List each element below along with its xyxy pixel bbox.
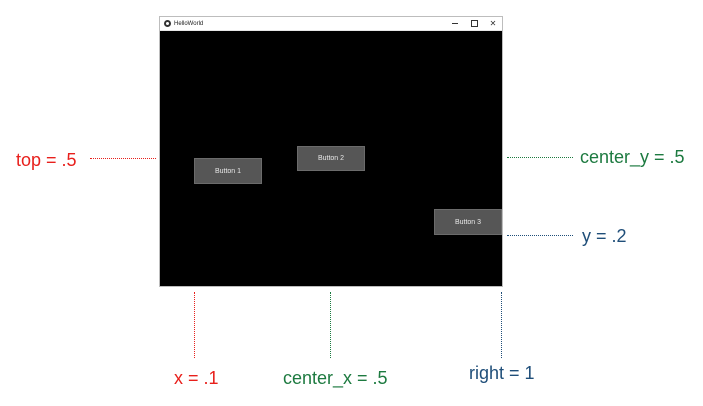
center-x-annotation: center_x = .5	[283, 368, 388, 388]
button-3[interactable]: Button 3	[434, 209, 502, 235]
maximize-icon	[470, 20, 478, 27]
top-guide-line	[90, 158, 156, 159]
close-button[interactable]: ✕	[484, 17, 502, 30]
center-y-annotation: center_y = .5	[580, 147, 685, 167]
x-annotation: x = .1	[174, 368, 219, 388]
maximize-button[interactable]	[465, 17, 483, 30]
app-window: HelloWorld ✕	[159, 16, 503, 287]
close-icon: ✕	[489, 18, 497, 28]
button-1[interactable]: Button 1	[194, 158, 262, 184]
window-titlebar[interactable]: HelloWorld ✕	[160, 17, 502, 31]
right-guide-line	[501, 292, 502, 358]
minimize-button[interactable]	[446, 17, 464, 30]
right-annotation: right = 1	[469, 363, 535, 383]
top-annotation: top = .5	[16, 150, 77, 170]
y-guide-line	[507, 235, 573, 236]
button-2[interactable]: Button 2	[297, 146, 365, 171]
window-title: HelloWorld	[174, 21, 204, 27]
app-logo-icon	[164, 20, 171, 27]
y-annotation: y = .2	[582, 226, 627, 246]
center-y-guide-line	[507, 157, 573, 158]
center-x-guide-line	[330, 292, 331, 358]
x-guide-line	[194, 292, 195, 358]
minimize-icon	[452, 23, 458, 24]
